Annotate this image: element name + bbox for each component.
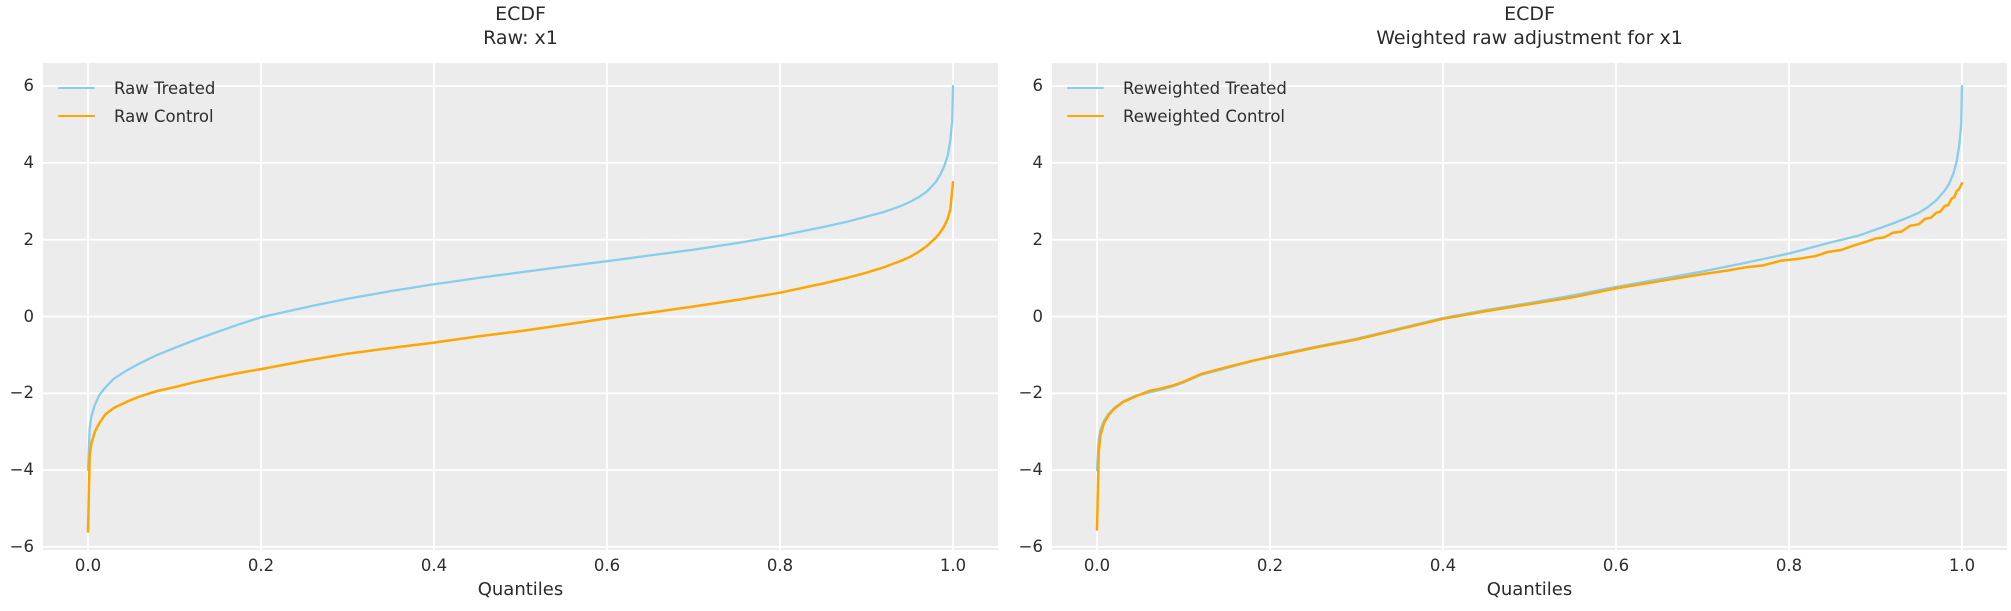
- legend-label: Raw Treated: [114, 78, 216, 98]
- y-tick-label: −2: [9, 383, 34, 403]
- right-plot-title-line1: ECDF: [1504, 3, 1555, 25]
- y-tick-label: 0: [23, 306, 35, 326]
- right-plot-x-axis: 0.0 0.2 0.4 0.6 0.8 1.0: [1052, 556, 2007, 576]
- x-tick-label: 0.4: [420, 556, 448, 575]
- legend-item: Raw Treated: [58, 74, 215, 102]
- left-plot-title-line2: Raw: x1: [483, 26, 558, 49]
- left-plot-title: ECDF Raw: x1: [43, 3, 998, 50]
- x-tick-label: 0.6: [593, 556, 621, 575]
- series-line-treated: [1095, 84, 1964, 472]
- right-plot-x-axis-label: Quantiles: [1486, 579, 1573, 600]
- left-plot-axes: Raw Treated Raw Control: [43, 63, 998, 550]
- legend-item: Reweighted Treated: [1067, 74, 1287, 102]
- y-tick-label: −6: [1018, 537, 1043, 557]
- y-tick-label: 6: [23, 76, 35, 96]
- left-plot: ECDF Raw: x1 Raw Treated Raw Control 6 4 2…: [10, 0, 998, 611]
- x-tick-label: 1.0: [939, 556, 967, 575]
- x-tick-label: 0.8: [766, 556, 794, 575]
- x-tick-label: 0.2: [1256, 556, 1284, 575]
- left-plot-canvas: [43, 63, 998, 550]
- x-tick-label: 0.8: [1775, 556, 1803, 575]
- series-line-control: [1095, 181, 1964, 531]
- left-plot-x-axis-label: Quantiles: [477, 579, 564, 600]
- control-line-swatch: [58, 114, 95, 118]
- series-line-treated: [86, 84, 955, 472]
- y-tick-label: −4: [9, 460, 34, 480]
- right-plot-legend: Reweighted Treated Reweighted Control: [1067, 74, 1287, 130]
- legend-label: Reweighted Treated: [1123, 78, 1287, 98]
- x-tick-label: 0.4: [1429, 556, 1457, 575]
- legend-label: Raw Control: [114, 106, 214, 126]
- x-tick-label: 1.0: [1948, 556, 1976, 575]
- x-tick-label: 0.0: [74, 556, 102, 575]
- left-plot-x-axis: 0.0 0.2 0.4 0.6 0.8 1.0: [43, 556, 998, 576]
- series-line-control: [86, 180, 955, 533]
- y-tick-label: 0: [1032, 306, 1044, 326]
- control-line-swatch: [1067, 114, 1104, 118]
- y-tick-label: 4: [23, 153, 35, 173]
- x-tick-label: 0.6: [1602, 556, 1630, 575]
- legend-item: Reweighted Control: [1067, 102, 1287, 130]
- x-tick-label: 0.2: [247, 556, 275, 575]
- treated-line-swatch: [58, 86, 95, 90]
- right-plot-canvas: [1052, 63, 2007, 550]
- right-plot-axes: Reweighted Treated Reweighted Control: [1052, 63, 2007, 550]
- left-plot-y-axis: 6 4 2 0 −2 −4 −6: [0, 63, 35, 556]
- y-tick-label: −2: [1018, 383, 1043, 403]
- right-plot-y-axis: 6 4 2 0 −2 −4 −6: [1009, 63, 1044, 556]
- y-tick-label: 6: [1032, 76, 1044, 96]
- left-plot-title-line1: ECDF: [495, 3, 546, 25]
- right-plot: ECDF Weighted raw adjustment for x1 Rewe…: [1019, 0, 2007, 611]
- legend-label: Reweighted Control: [1123, 106, 1286, 126]
- y-tick-label: −6: [9, 537, 34, 557]
- x-tick-label: 0.0: [1083, 556, 1111, 575]
- y-tick-label: 2: [23, 229, 35, 249]
- y-tick-label: −4: [1018, 460, 1043, 480]
- treated-line-swatch: [1067, 86, 1104, 90]
- left-plot-legend: Raw Treated Raw Control: [58, 74, 215, 130]
- legend-item: Raw Control: [58, 102, 215, 130]
- right-plot-title: ECDF Weighted raw adjustment for x1: [1052, 3, 2007, 50]
- right-plot-title-line2: Weighted raw adjustment for x1: [1376, 26, 1683, 49]
- y-tick-label: 2: [1032, 229, 1044, 249]
- y-tick-label: 4: [1032, 153, 1044, 173]
